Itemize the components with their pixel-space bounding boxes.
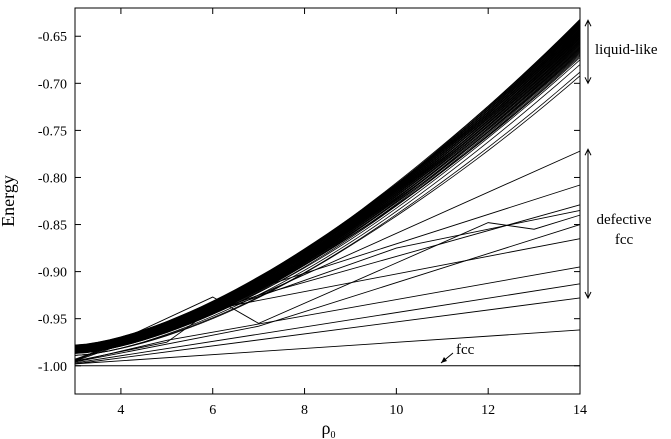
defective-fcc-range-arrow-head [584,291,592,300]
x-tick-label: 14 [573,403,587,418]
liquid-like-curve [74,34,581,350]
liquid-like-curve [74,22,581,347]
liquid-like-curve [74,38,581,351]
defective-fcc-curve [74,297,581,365]
liquid-like-curve [74,71,581,356]
annotation-layer: liquid-like defective fcc fcc [440,19,658,364]
fcc-label: fcc [456,342,475,358]
x-tick-label: 10 [389,403,403,418]
curve-layer [74,19,581,367]
liquid-like-curve [74,20,581,346]
liquid-like-label: liquid-like [595,42,658,58]
liquid-like-curve [74,21,581,347]
defective-fcc-curve [74,329,581,365]
liquid-like-curve [74,32,581,350]
liquid-like-curve [74,25,581,348]
liquid-like-curve [74,20,581,347]
liquid-like-curve [74,19,581,346]
plot-frame [74,7,581,395]
y-tick-label: -0.70 [38,77,67,92]
liquid-like-curve [74,30,581,349]
fcc-pointer-arrow-head [441,357,447,363]
defective-fcc-curve [74,209,581,362]
defective-fcc-curve [74,214,581,362]
liquid-like-curve [74,43,581,352]
defective-fcc-label-line2: fcc [615,232,634,248]
liquid-like-curve [74,33,581,350]
x-tick-label: 8 [301,403,308,418]
x-axis-label: ρ0 [322,418,336,439]
liquid-like-curve [74,37,581,351]
liquid-like-curve [74,26,581,348]
y-tick-label: -0.85 [38,219,67,234]
liquid-like-curve [74,75,581,356]
y-tick-label: -0.75 [38,124,67,139]
liquid-like-curve [74,29,581,349]
x-tick-label: 12 [481,403,495,418]
liquid-like-curve [74,36,581,351]
defective-fcc-curve [74,238,581,362]
liquid-like-curve [74,19,581,346]
defective-fcc-range-arrow-head [584,148,592,156]
liquid-like-curve [74,39,581,351]
y-tick-label: -0.90 [38,266,67,281]
liquid-like-curve [74,33,581,350]
liquid-like-curve [74,21,581,347]
liquid-like-curve [74,27,581,348]
y-tick-label: -1.00 [38,360,67,375]
y-tick-label: -0.65 [38,30,67,45]
liquid-like-curve [74,27,581,348]
liquid-like-curve [74,31,581,350]
defective-fcc-curve [74,283,581,364]
liquid-like-curve [74,35,581,350]
defective-fcc-label-line1: defective [597,212,652,228]
defective-fcc-curve [74,266,581,363]
liquid-like-curve [74,43,581,352]
liquid-like-curve [74,24,581,348]
x-axis-label-symbol: ρ [322,418,331,438]
defective-fcc-curve [74,204,581,361]
defective-fcc-curve [74,224,581,363]
y-axis-label: Energy [0,175,18,227]
x-axis-label-subscript: 0 [330,430,335,439]
x-tick-label: 4 [117,403,124,418]
liquid-like-curve [74,39,581,351]
y-tick-label: -0.95 [38,313,67,328]
liquid-like-curve [74,26,581,348]
liquid-like-range-arrow-head [584,77,592,85]
defective-fcc-curve [74,184,581,361]
liquid-like-curve [74,28,581,349]
liquid-like-curve [74,31,581,349]
x-tick-label: 6 [209,403,216,418]
y-tick-label: -0.80 [38,171,67,186]
liquid-like-range-arrow-head [584,19,592,27]
liquid-like-curve [74,30,581,349]
liquid-like-curve [74,34,581,350]
liquid-like-curve [74,28,581,349]
liquid-like-curve [74,44,581,352]
liquid-like-curve [74,64,581,356]
tick-layer: 4 6 8 10 12 14 -0.65 -0.70 -0.75 -0.80 -0.85 -0.90 -… [38,8,587,418]
liquid-like-curve [74,24,581,348]
liquid-like-curve [74,29,581,349]
liquid-like-curve [74,19,581,346]
liquid-like-curve [74,37,581,351]
liquid-like-curve [74,36,581,351]
